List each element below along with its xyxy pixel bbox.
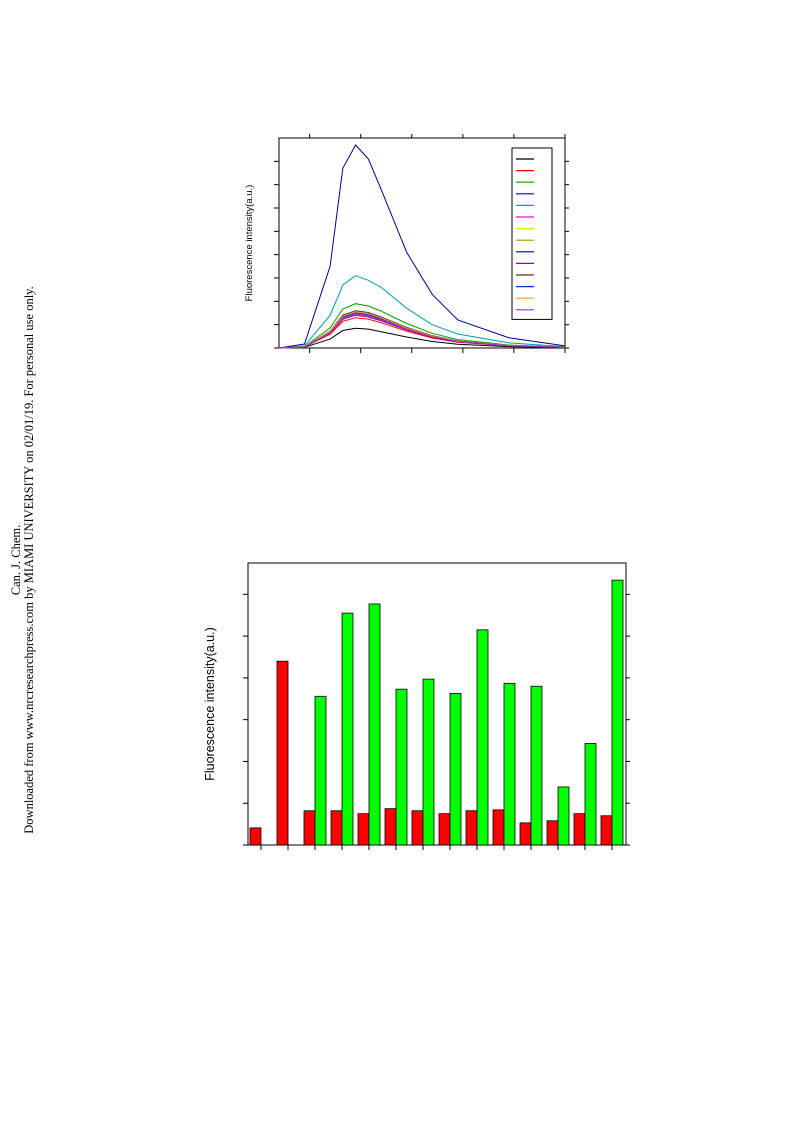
legend-box	[511, 147, 553, 320]
bar	[530, 685, 543, 846]
side-note-line: Downloaded from www.nrcresearchpress.com…	[22, 286, 36, 833]
data-line	[278, 303, 566, 349]
bar	[573, 813, 586, 846]
bar	[341, 612, 354, 846]
bar	[384, 808, 397, 846]
bar	[503, 682, 516, 846]
bar	[557, 786, 570, 846]
bar	[438, 813, 451, 846]
y-axis-label: Fluorescence intensity(a.u.)	[244, 185, 255, 302]
bar	[611, 579, 624, 846]
y-axis-label: Fluorescence intensity(a.u.)	[203, 627, 217, 781]
bar	[330, 810, 343, 846]
bar	[249, 827, 262, 846]
bar	[584, 743, 597, 846]
bar	[546, 820, 559, 846]
bar	[465, 810, 478, 846]
side-note: Can. J. Chem. Downloaded from www.nrcres…	[9, 286, 36, 833]
bar	[422, 678, 435, 846]
bar	[276, 660, 289, 846]
bar	[368, 603, 381, 846]
data-line	[278, 327, 566, 349]
bar	[314, 695, 327, 846]
bar	[411, 810, 424, 846]
bar	[476, 629, 489, 846]
bar	[357, 813, 370, 846]
data-line	[278, 313, 566, 349]
plot-frame	[278, 137, 566, 349]
bar	[600, 815, 613, 846]
data-line	[278, 275, 566, 349]
plot-frame	[247, 562, 627, 846]
side-note-line: Can. J. Chem.	[9, 525, 23, 595]
data-line	[278, 144, 566, 349]
data-line	[278, 314, 566, 349]
bar	[395, 688, 408, 846]
bar	[449, 692, 462, 846]
bar	[519, 822, 532, 846]
bar	[303, 810, 316, 846]
bar	[492, 809, 505, 846]
